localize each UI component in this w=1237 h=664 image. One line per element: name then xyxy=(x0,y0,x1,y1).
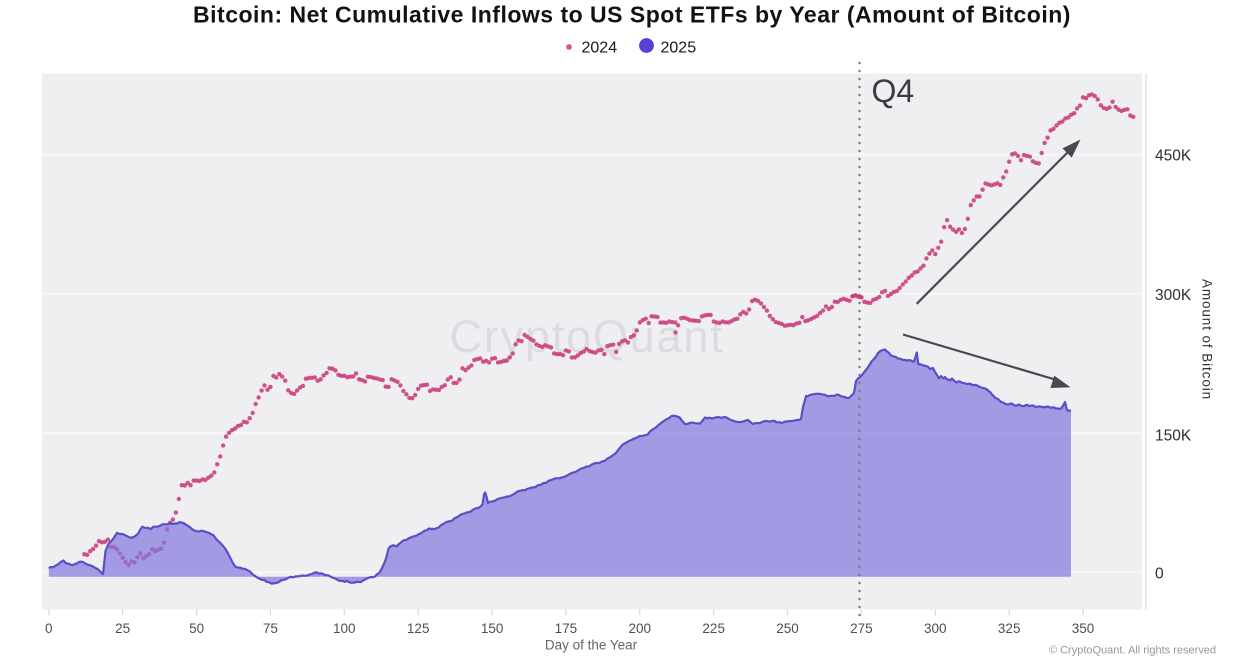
svg-text:2024: 2024 xyxy=(582,40,618,57)
svg-text:225: 225 xyxy=(702,621,725,636)
svg-text:© CryptoQuant. All rights rese: © CryptoQuant. All rights reserved xyxy=(1049,645,1216,657)
svg-text:125: 125 xyxy=(407,621,430,636)
svg-text:25: 25 xyxy=(115,621,130,636)
svg-text:150K: 150K xyxy=(1155,428,1192,445)
svg-text:325: 325 xyxy=(998,621,1021,636)
svg-text:Q4: Q4 xyxy=(872,73,915,109)
svg-text:200: 200 xyxy=(629,621,652,636)
svg-text:350: 350 xyxy=(1072,621,1095,636)
svg-text:450K: 450K xyxy=(1155,148,1192,165)
svg-text:300: 300 xyxy=(924,621,947,636)
svg-text:0: 0 xyxy=(45,621,53,636)
svg-text:Bitcoin: Net Cumulative Inflow: Bitcoin: Net Cumulative Inflows to US Sp… xyxy=(193,2,1071,28)
svg-text:250: 250 xyxy=(776,621,799,636)
svg-text:300K: 300K xyxy=(1155,287,1192,304)
svg-text:Amount of Bitcoin: Amount of Bitcoin xyxy=(1200,279,1215,400)
svg-text:2025: 2025 xyxy=(661,40,697,57)
svg-text:Day of the Year: Day of the Year xyxy=(545,638,638,653)
svg-text:100: 100 xyxy=(333,621,356,636)
svg-text:0: 0 xyxy=(1155,566,1164,583)
svg-text:275: 275 xyxy=(850,621,873,636)
svg-text:175: 175 xyxy=(555,621,578,636)
svg-text:CryptoQuant: CryptoQuant xyxy=(450,311,725,362)
svg-text:75: 75 xyxy=(263,621,278,636)
svg-text:50: 50 xyxy=(189,621,204,636)
svg-text:150: 150 xyxy=(481,621,504,636)
